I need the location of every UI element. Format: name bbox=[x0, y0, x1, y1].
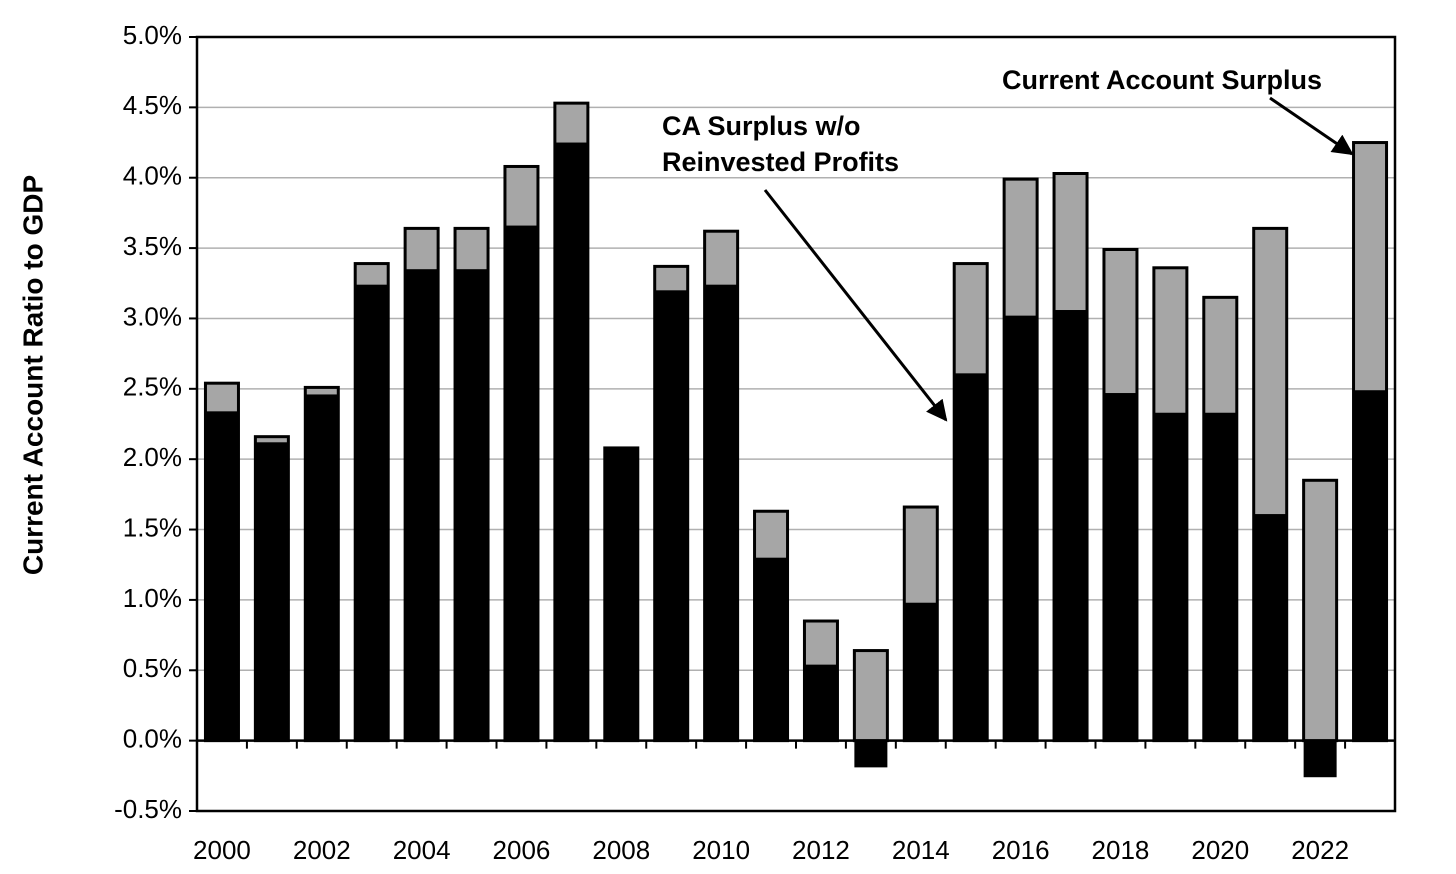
x-tick-label: 2012 bbox=[792, 835, 850, 865]
bar bbox=[305, 394, 339, 741]
bar bbox=[854, 740, 888, 768]
bar bbox=[1054, 310, 1088, 741]
arrow bbox=[1269, 96, 1354, 156]
y-axis-label: Current Account Ratio to GDP bbox=[17, 175, 48, 575]
bar bbox=[455, 269, 489, 741]
bar bbox=[1302, 478, 1339, 743]
y-tick-label: 1.0% bbox=[123, 583, 182, 613]
bar bbox=[1103, 393, 1137, 741]
x-tick-label: 2014 bbox=[892, 835, 950, 865]
bar bbox=[604, 447, 638, 741]
bar bbox=[1353, 390, 1387, 741]
x-tick-label: 2004 bbox=[393, 835, 451, 865]
annotation: Current Account Surplus bbox=[1002, 65, 1323, 95]
y-tick-label: 1.5% bbox=[123, 512, 182, 542]
bar bbox=[804, 664, 838, 741]
plot-border bbox=[195, 35, 1397, 813]
bar bbox=[1004, 315, 1038, 741]
x-tick-label: 2022 bbox=[1291, 835, 1349, 865]
x-tick-label: 2006 bbox=[493, 835, 551, 865]
y-tick-label: 2.0% bbox=[123, 442, 182, 472]
bar bbox=[1253, 514, 1287, 741]
x-tick-label: 2002 bbox=[293, 835, 351, 865]
bar bbox=[405, 269, 439, 741]
annotation: CA Surplus w/o Reinvested Profits bbox=[662, 111, 900, 177]
y-tick-label: 2.5% bbox=[123, 372, 182, 402]
x-tick-label: 2008 bbox=[592, 835, 650, 865]
bar bbox=[554, 142, 588, 741]
x-tick-label: 2016 bbox=[992, 835, 1050, 865]
bar bbox=[504, 225, 538, 741]
bar bbox=[355, 284, 389, 741]
y-tick-label: 0.0% bbox=[123, 724, 182, 754]
bar bbox=[205, 411, 239, 741]
y-tick-label: 5.0% bbox=[123, 20, 182, 50]
bar bbox=[704, 284, 738, 741]
bar bbox=[754, 557, 788, 741]
x-tick-label: 2020 bbox=[1191, 835, 1249, 865]
bar bbox=[954, 373, 988, 741]
x-tick-label: 2018 bbox=[1092, 835, 1150, 865]
bar bbox=[904, 602, 938, 741]
arrow bbox=[763, 189, 948, 422]
bar bbox=[852, 649, 889, 743]
x-tick-label: 2010 bbox=[692, 835, 750, 865]
y-tick-label: 0.5% bbox=[123, 653, 182, 683]
y-tick-label: -0.5% bbox=[114, 794, 182, 824]
bars bbox=[203, 101, 1389, 778]
axes: -0.5% 0.0% 0.5% 1.0% 1.5% 2.0% 2.5% 3.0% 3.5% 4.0… bbox=[114, 20, 1397, 865]
y-tick-label: 4.5% bbox=[123, 90, 182, 120]
y-tick-label: 3.5% bbox=[123, 231, 182, 261]
y-tick-label: 3.0% bbox=[123, 301, 182, 331]
bar bbox=[1153, 412, 1187, 741]
bar bbox=[255, 442, 289, 741]
bar bbox=[1303, 740, 1337, 778]
y-tick-label: 4.0% bbox=[123, 161, 182, 191]
bar bbox=[654, 290, 688, 741]
bar bbox=[1203, 412, 1237, 741]
x-tick-label: 2000 bbox=[193, 835, 251, 865]
